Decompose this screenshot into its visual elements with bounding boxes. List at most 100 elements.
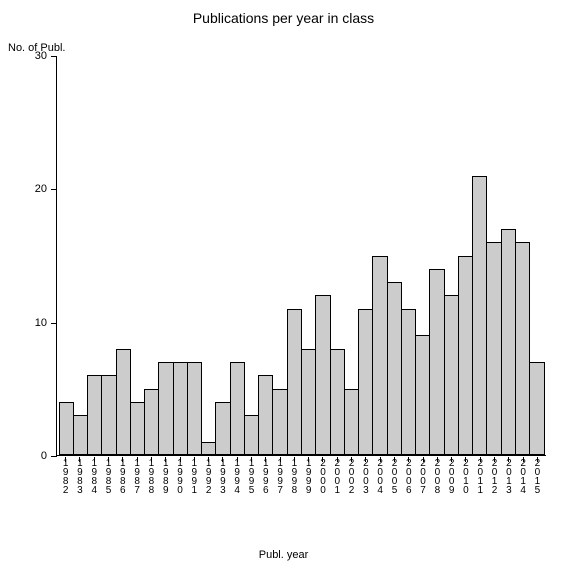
x-tick-label: 2002 xyxy=(346,458,356,494)
x-tick-labels: 1982198319841985198619871988198919901991… xyxy=(56,458,546,522)
bar xyxy=(458,256,473,456)
bar xyxy=(130,402,145,455)
x-tick-mark xyxy=(408,457,409,462)
bar xyxy=(358,309,373,455)
x-tick-cell: 1992 xyxy=(201,458,215,522)
x-tick-label: 2001 xyxy=(332,458,342,494)
bar xyxy=(258,375,273,455)
x-tick-label: 1982 xyxy=(60,458,70,494)
x-tick-cell: 1993 xyxy=(215,458,229,522)
bar xyxy=(173,362,188,455)
x-tick-cell: 2005 xyxy=(387,458,401,522)
bar xyxy=(201,442,216,455)
bar xyxy=(501,229,516,455)
bar xyxy=(59,402,74,455)
bar xyxy=(101,375,116,455)
x-tick-mark xyxy=(508,457,509,462)
x-tick-mark xyxy=(94,457,95,462)
x-tick-cell: 2007 xyxy=(415,458,429,522)
x-tick-label: 1987 xyxy=(132,458,142,494)
x-tick-cell: 1995 xyxy=(244,458,258,522)
x-tick-label: 2007 xyxy=(418,458,428,494)
x-tick-cell: 1986 xyxy=(115,458,129,522)
bars-container xyxy=(57,56,546,455)
x-tick-label: 1998 xyxy=(289,458,299,494)
x-tick-mark xyxy=(79,457,80,462)
x-tick-mark xyxy=(108,457,109,462)
x-tick-label: 1992 xyxy=(203,458,213,494)
x-tick-cell: 2012 xyxy=(487,458,501,522)
x-tick-cell: 1996 xyxy=(258,458,272,522)
bar xyxy=(444,295,459,455)
chart-title: Publications per year in class xyxy=(0,10,567,26)
x-tick-label: 2000 xyxy=(317,458,327,494)
x-tick-label: 1983 xyxy=(74,458,84,494)
bar xyxy=(529,362,544,455)
x-tick-mark xyxy=(394,457,395,462)
x-tick-label: 1993 xyxy=(217,458,227,494)
x-tick-label: 1991 xyxy=(189,458,199,494)
x-tick-cell: 2006 xyxy=(401,458,415,522)
x-tick-cell: 2011 xyxy=(473,458,487,522)
x-tick-cell: 2013 xyxy=(501,458,515,522)
y-tick xyxy=(51,456,57,457)
x-tick-label: 2010 xyxy=(460,458,470,494)
x-tick-mark xyxy=(480,457,481,462)
bar xyxy=(387,282,402,455)
bar xyxy=(73,415,88,455)
plot-area: 0102030 xyxy=(56,56,546,456)
bar xyxy=(330,349,345,455)
x-tick-mark xyxy=(180,457,181,462)
x-tick-mark xyxy=(294,457,295,462)
y-tick-label: 0 xyxy=(41,450,47,462)
y-tick-label: 30 xyxy=(35,50,47,62)
x-tick-cell: 2008 xyxy=(430,458,444,522)
x-tick-mark xyxy=(465,457,466,462)
x-tick-label: 1996 xyxy=(260,458,270,494)
bar xyxy=(344,389,359,455)
bar xyxy=(315,295,330,455)
x-tick-label: 2004 xyxy=(375,458,385,494)
x-tick-label: 2011 xyxy=(475,458,485,494)
x-tick-mark xyxy=(151,457,152,462)
x-tick-mark xyxy=(222,457,223,462)
bar xyxy=(116,349,131,455)
bar xyxy=(401,309,416,455)
x-tick-mark xyxy=(65,457,66,462)
x-tick-mark xyxy=(122,457,123,462)
x-tick-label: 2015 xyxy=(532,458,542,494)
bar xyxy=(87,375,102,455)
x-tick-cell: 2004 xyxy=(373,458,387,522)
x-tick-label: 2009 xyxy=(446,458,456,494)
x-tick-cell: 2002 xyxy=(344,458,358,522)
x-tick-mark xyxy=(308,457,309,462)
x-tick-cell: 1982 xyxy=(58,458,72,522)
bar xyxy=(372,256,387,456)
x-tick-cell: 2010 xyxy=(458,458,472,522)
x-tick-label: 1988 xyxy=(146,458,156,494)
x-tick-mark xyxy=(494,457,495,462)
x-tick-mark xyxy=(337,457,338,462)
y-tick xyxy=(51,189,57,190)
x-tick-cell: 1984 xyxy=(87,458,101,522)
x-tick-label: 2013 xyxy=(503,458,513,494)
x-tick-mark xyxy=(437,457,438,462)
x-tick-label: 1985 xyxy=(103,458,113,494)
bar xyxy=(230,362,245,455)
x-tick-cell: 1999 xyxy=(301,458,315,522)
x-tick-label: 1997 xyxy=(275,458,285,494)
x-tick-label: 2005 xyxy=(389,458,399,494)
x-tick-mark xyxy=(137,457,138,462)
x-tick-label: 2003 xyxy=(360,458,370,494)
x-tick-cell: 2015 xyxy=(530,458,544,522)
bar xyxy=(244,415,259,455)
bar xyxy=(215,402,230,455)
x-tick-mark xyxy=(523,457,524,462)
x-tick-mark xyxy=(380,457,381,462)
x-tick-cell: 1988 xyxy=(144,458,158,522)
bar xyxy=(187,362,202,455)
x-tick-cell: 1997 xyxy=(272,458,286,522)
x-tick-cell: 2003 xyxy=(358,458,372,522)
x-tick-cell: 1991 xyxy=(187,458,201,522)
bar xyxy=(287,309,302,455)
